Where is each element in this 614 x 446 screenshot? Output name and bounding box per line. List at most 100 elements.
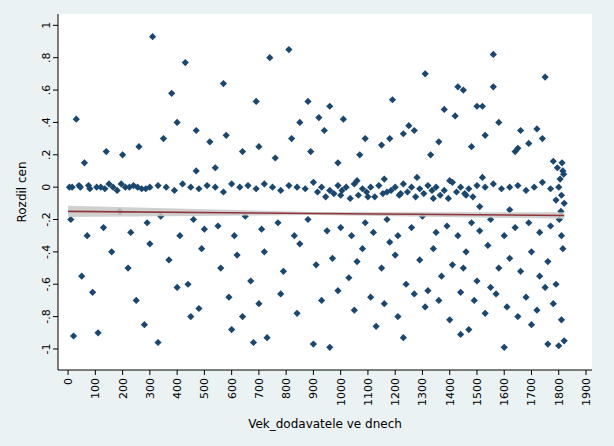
point [430,245,437,252]
point [233,252,240,259]
point [78,273,85,280]
point [416,256,423,263]
x-tick [422,370,423,375]
x-tick-label: 0 [62,378,75,385]
point [552,281,559,288]
point [539,135,546,142]
point [445,195,452,202]
x-tick [367,370,368,375]
point [547,222,554,229]
point [277,290,284,297]
point [471,297,478,304]
x-tick-label: 300 [144,378,157,399]
point [555,184,562,191]
y-tick-label: 1 [40,22,53,29]
y-tick-label: .2 [40,150,53,161]
point [134,184,141,191]
point [330,190,337,197]
point [473,277,480,284]
point [482,310,489,317]
point [81,159,88,166]
y-tick-label: -.6 [40,277,53,291]
point [544,341,551,348]
point [239,148,246,155]
point [400,334,407,341]
point [484,242,491,249]
point [454,83,461,90]
point [514,313,521,320]
point [452,112,459,119]
point [334,159,341,166]
point [318,184,325,191]
x-tick [504,370,505,375]
point [432,229,439,236]
y-tick [53,251,58,252]
point [223,132,230,139]
point [353,258,360,265]
point [253,98,260,105]
x-axis-title: Vek_dodavatele ve dnech [248,417,402,431]
plot-area [58,14,592,370]
point [441,106,448,113]
point [388,187,395,194]
point [539,179,546,186]
point [517,127,524,134]
point [109,184,116,191]
point [217,264,224,271]
point [522,187,529,194]
point [531,184,538,191]
point [446,177,453,184]
point [154,182,161,189]
point [126,184,133,191]
point [288,135,295,142]
point [424,287,431,294]
y-tick-label: -.4 [40,245,53,259]
point [561,200,568,207]
point [554,164,561,171]
y-tick-label: -.2 [40,212,53,226]
point [512,224,519,231]
point [73,116,80,123]
point [381,175,388,182]
point [460,86,467,93]
y-tick-label: -1 [40,343,53,354]
point [321,127,328,134]
point [93,184,100,191]
point [255,143,262,150]
y-tick-label: .6 [40,85,53,96]
point [542,284,549,291]
point [293,184,300,191]
point [503,303,510,310]
point [135,143,142,150]
point [558,159,565,166]
point [370,229,377,236]
point [517,268,524,275]
point [212,164,219,171]
point [555,342,562,349]
point [371,193,378,200]
x-tick-label: 1700 [525,378,538,406]
point [495,264,502,271]
y-tick-label: 0 [40,184,53,191]
point [118,180,125,187]
point [77,184,84,191]
point [558,232,565,239]
point [195,185,202,192]
point [454,232,461,239]
confidence-band [68,206,564,219]
x-tick-label: 200 [117,378,130,399]
point [482,132,489,139]
point [101,185,108,192]
point [469,193,476,200]
point [552,196,559,203]
x-tick [558,370,559,375]
point [501,344,508,351]
x-tick [476,370,477,375]
x-tick [68,370,69,375]
point [460,264,467,271]
point [427,151,434,158]
point [501,232,508,239]
point [313,261,320,268]
point [274,219,281,226]
point [462,248,469,255]
